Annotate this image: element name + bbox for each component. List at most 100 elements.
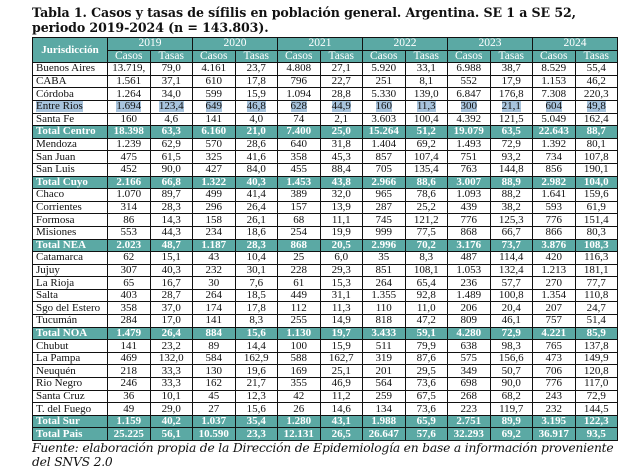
cell-value: 157 — [290, 201, 308, 214]
casos-cell: 776 — [532, 213, 576, 227]
cell-value: 29,3 — [331, 264, 351, 276]
casos-cell: 1.694 — [107, 99, 151, 114]
cell-value: 564 — [375, 377, 393, 390]
tasas-cell: 66,8 — [149, 175, 193, 190]
cell-value: 32,0 — [331, 188, 351, 201]
casos-cell: 884 — [192, 326, 236, 341]
casos-cell: 866 — [532, 225, 576, 240]
cell-value: 66,7 — [501, 226, 521, 239]
tasas-cell: 159,6 — [574, 188, 618, 202]
casos-cell: 1.213 — [532, 263, 576, 278]
tasas-cell: 21,1 — [489, 99, 533, 114]
casos-cell: 141 — [192, 314, 236, 328]
jurisdiction-name: La Rioja — [36, 276, 75, 289]
tasas-cell: 72,9 — [489, 326, 533, 341]
cell-value: 80,3 — [586, 226, 606, 239]
cell-value: 4.280 — [456, 327, 482, 339]
total-row: Total Cuyo 2.166 66,8 1.322 40,3 1.453 43,8 2.9… — [32, 175, 618, 190]
cell-value: 1.694 — [116, 100, 142, 113]
cell-value: 21,7 — [246, 377, 266, 390]
tasas-cell: 69,2 — [404, 137, 448, 152]
tasas-cell: 122,3 — [574, 414, 618, 429]
cell-value: 35 — [378, 251, 390, 264]
cell-value: 234 — [205, 226, 223, 239]
casos-cell: 999 — [362, 225, 406, 240]
cell-value: 223 — [460, 402, 478, 415]
cell-value: 176,8 — [498, 87, 524, 100]
cell-value: 10,1 — [161, 390, 181, 402]
cell-value: 61 — [293, 276, 305, 289]
casos-cell: 439 — [447, 200, 491, 215]
casos-cell: 4.161 — [192, 62, 236, 76]
tasas-cell: 181,1 — [574, 263, 618, 278]
casos-cell: 705 — [362, 162, 406, 177]
casos-header: Casos — [192, 49, 236, 64]
casos-cell: 355 — [277, 377, 321, 391]
casos-header: Casos — [277, 49, 321, 64]
casos-cell: 2.166 — [107, 175, 151, 190]
cell-value: 7.308 — [541, 87, 567, 100]
cell-value: 469 — [120, 352, 138, 365]
cell-value: 93,2 — [501, 150, 521, 163]
casos-cell: 157 — [277, 200, 321, 215]
jurisdiction-name: Total NOA — [36, 327, 88, 339]
tasas-cell: 23,3 — [234, 427, 278, 441]
casos-cell: 763 — [447, 162, 491, 177]
cell-value: 25,0 — [331, 125, 351, 138]
cell-value: 63,3 — [161, 125, 181, 138]
cell-value: 4.808 — [286, 62, 312, 75]
cell-value: 1.187 — [201, 239, 227, 251]
cell-value: 734 — [545, 150, 563, 163]
tasas-cell: 21,0 — [234, 125, 278, 139]
casos-cell: 776 — [532, 377, 576, 391]
cell-value: 26,4 — [161, 327, 181, 339]
tasas-cell: 8,1 — [404, 74, 448, 89]
tasas-cell: 85,9 — [574, 326, 618, 341]
cell-value: 108,3 — [583, 239, 609, 251]
tasas-header: Tasas — [234, 49, 278, 64]
cell-value: 190,1 — [583, 163, 609, 176]
tasas-cell: 45,3 — [319, 150, 363, 164]
casos-cell: 1.093 — [447, 188, 491, 202]
cell-value: 473 — [545, 352, 563, 365]
cell-value: 593 — [545, 201, 563, 214]
cell-value: 26,5 — [331, 427, 351, 440]
tasas-cell: 15,1 — [149, 251, 193, 265]
tasas-cell: 77,7 — [574, 276, 618, 290]
tasas-cell: 46,8 — [234, 99, 278, 114]
tasas-header: Tasas — [574, 49, 618, 64]
cell-value: 45,3 — [331, 150, 351, 163]
casos-cell: 3.603 — [362, 112, 406, 127]
casos-cell: 25 — [277, 251, 321, 265]
tasas-header: Tasas — [489, 49, 533, 64]
tasas-cell: 88,7 — [574, 125, 618, 139]
tasas-cell: 7,6 — [234, 276, 278, 290]
tasas-cell: 31,1 — [319, 288, 363, 303]
tasas-cell: 26,1 — [234, 213, 278, 227]
casos-cell: 169 — [277, 364, 321, 379]
cell-value: 38,2 — [501, 201, 521, 214]
jurisdiction-name: Total Cuyo — [36, 176, 88, 188]
cell-value: 20,4 — [501, 301, 521, 314]
tasas-cell: 51,2 — [404, 125, 448, 139]
year-header: 2023 — [447, 37, 533, 51]
cell-value: 868 — [290, 239, 308, 251]
casos-cell: 638 — [447, 339, 491, 353]
cell-value: 61,9 — [586, 201, 606, 214]
cell-value: 884 — [205, 327, 223, 339]
tasas-cell: 20,5 — [319, 238, 363, 253]
casos-cell: 487 — [447, 251, 491, 265]
cell-value: 965 — [375, 188, 393, 201]
casos-cell: 552 — [447, 74, 491, 89]
cell-value: 158 — [205, 213, 223, 226]
tasas-cell: 32,0 — [319, 188, 363, 202]
casos-cell: 160 — [362, 99, 406, 114]
jurisdiction-cell: Total Pais — [32, 427, 108, 441]
cell-value: 228 — [290, 264, 308, 276]
tasas-cell: 121,5 — [489, 112, 533, 127]
tasas-cell: 18,5 — [234, 288, 278, 303]
cell-value: 246 — [120, 377, 138, 390]
cell-value: 553 — [120, 226, 138, 239]
cell-value: 26,4 — [246, 201, 266, 214]
tasas-cell: 11,1 — [319, 213, 363, 227]
